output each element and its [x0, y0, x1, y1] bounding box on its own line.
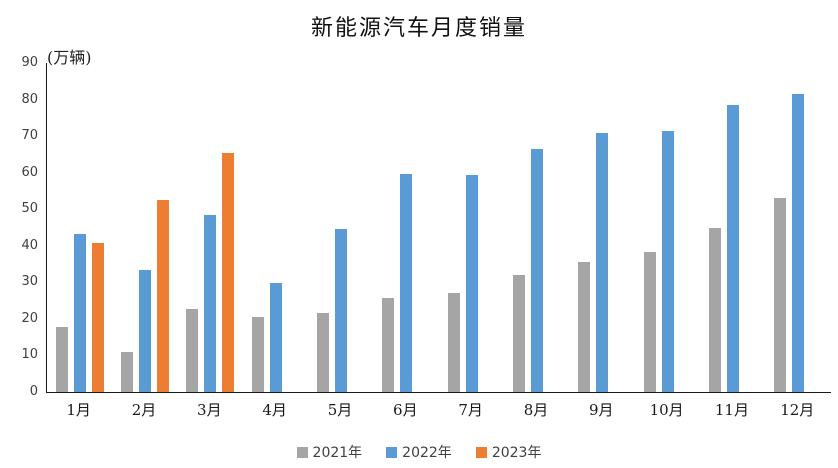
bar-2021年-4月 [251, 316, 264, 392]
bar-group-8月 [504, 63, 569, 392]
bar-group-1月 [47, 63, 112, 392]
plot-area [46, 63, 831, 393]
bar-2022年-10月 [661, 131, 674, 392]
bar-2021年-3月 [186, 309, 199, 392]
bar-2021年-10月 [643, 252, 656, 392]
x-axis-label-4月: 4月 [262, 401, 287, 419]
chart-title: 新能源汽车月度销量 [310, 16, 527, 41]
x-axis-label-1月: 1月 [66, 401, 91, 419]
x-axis-label-6月: 6月 [393, 401, 418, 419]
bar-group-3月 [178, 63, 243, 392]
bar-2021年-11月 [708, 227, 721, 392]
legend-label: 2023年 [491, 445, 542, 461]
bar-2023年-3月 [222, 153, 235, 392]
bar-group-11月 [700, 63, 765, 392]
x-axis-label-10月: 10月 [649, 401, 684, 419]
legend-label: 2021年 [312, 445, 363, 461]
x-axis-label-2月: 2月 [131, 401, 157, 419]
bar-group-4月 [243, 63, 308, 392]
bar-group-2月 [112, 63, 177, 392]
y-tick-label: 10 [21, 347, 38, 363]
bar-2021年-8月 [512, 274, 525, 392]
y-tick-label: 60 [21, 164, 38, 180]
x-axis-label-7月: 7月 [458, 401, 483, 419]
x-axis-label-5月: 5月 [327, 401, 353, 419]
bar-2021年-5月 [316, 312, 329, 392]
y-axis: 0 10 20 30 40 50 60 70 80 90 [0, 55, 38, 399]
bar-2022年-9月 [596, 133, 609, 392]
bar-2021年-7月 [447, 292, 460, 392]
y-tick-label: 30 [21, 274, 38, 290]
bar-2022年-7月 [465, 175, 478, 392]
bar-group-10月 [635, 63, 700, 392]
x-axis: 1月 2月 3月 4月 5月 6月 7月 8月 9月 10月 11月 12月 [46, 399, 830, 421]
bar-2022年-3月 [204, 215, 217, 392]
bar-group-6月 [374, 63, 439, 392]
x-axis-label-8月: 8月 [523, 401, 549, 419]
legend-item-2023年: 2023年 [475, 442, 542, 462]
bar-2023年-1月 [91, 242, 104, 392]
x-axis-label-9月: 9月 [589, 401, 614, 419]
legend-swatch-icon [386, 446, 398, 458]
bar-2021年-6月 [382, 298, 395, 392]
bar-2022年-11月 [726, 104, 739, 392]
bar-group-5月 [308, 63, 373, 392]
legend-label: 2022年 [402, 445, 452, 461]
bar-2022年-6月 [400, 174, 413, 392]
x-axis-label-12月: 12月 [780, 401, 815, 419]
bar-2021年-12月 [774, 197, 787, 392]
legend-item-2022年: 2022年 [386, 442, 452, 462]
bar-2022年-1月 [73, 234, 86, 392]
y-tick-label: 50 [21, 201, 38, 217]
y-tick-label: 80 [21, 91, 38, 107]
bar-group-7月 [439, 63, 504, 392]
bar-group-12月 [766, 63, 831, 392]
legend-item-2021年: 2021年 [296, 442, 363, 462]
legend-swatch-icon [475, 446, 487, 458]
bar-2023年-2月 [156, 200, 169, 392]
x-axis-label-3月: 3月 [197, 401, 222, 419]
bar-group-9月 [570, 63, 635, 392]
y-tick-label: 90 [21, 55, 38, 70]
bar-2021年-9月 [578, 261, 591, 392]
bar-2022年-5月 [334, 228, 347, 392]
bar-2021年-2月 [120, 351, 133, 392]
bar-2022年-4月 [269, 282, 282, 392]
legend: 2021年 2022年 2023年 [0, 442, 838, 462]
bar-2022年-2月 [138, 269, 151, 392]
y-tick-label: 40 [21, 237, 38, 253]
y-tick-label: 20 [21, 310, 38, 326]
y-axis-unit-label: (万辆) [47, 48, 92, 67]
bar-2021年-1月 [55, 326, 68, 392]
y-tick-label: 70 [21, 128, 38, 144]
y-tick-label: 0 [29, 384, 38, 399]
bar-2022年-12月 [792, 94, 805, 392]
legend-swatch-icon [296, 446, 308, 458]
bar-2022年-8月 [530, 148, 543, 392]
x-axis-label-11月: 11月 [714, 401, 749, 419]
